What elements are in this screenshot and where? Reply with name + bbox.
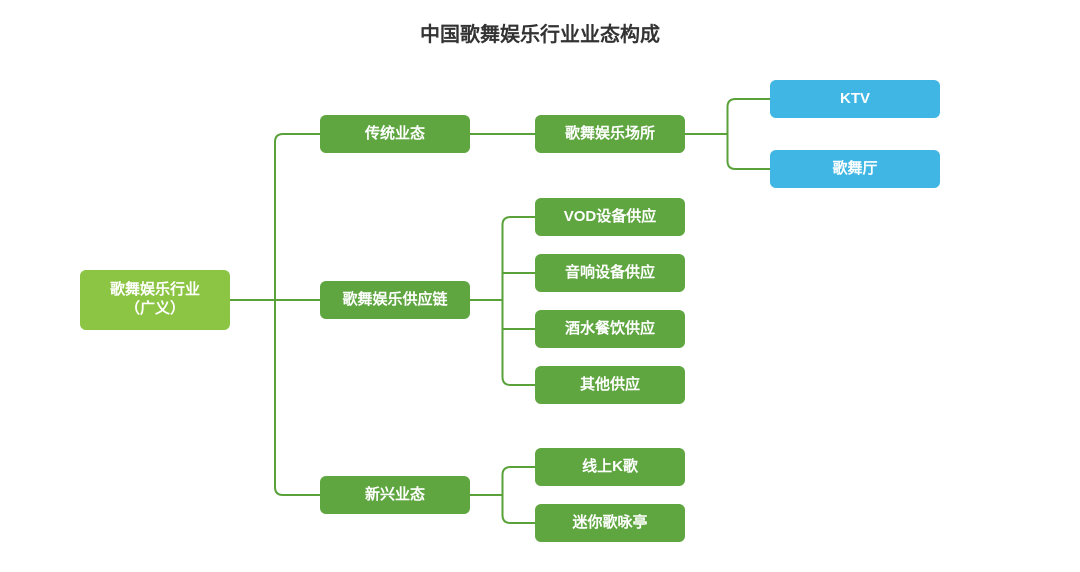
node-venue: 歌舞娱乐场所 <box>535 115 685 153</box>
node-vod: VOD设备供应 <box>535 198 685 236</box>
node-new: 新兴业态 <box>320 476 470 514</box>
node-online: 线上K歌 <box>535 448 685 486</box>
node-hall: 歌舞厅 <box>770 150 940 188</box>
node-mini: 迷你歌咏亭 <box>535 504 685 542</box>
node-trad: 传统业态 <box>320 115 470 153</box>
node-ktv: KTV <box>770 80 940 118</box>
node-other: 其他供应 <box>535 366 685 404</box>
node-supply: 歌舞娱乐供应链 <box>320 281 470 319</box>
node-audio: 音响设备供应 <box>535 254 685 292</box>
node-root: 歌舞娱乐行业 （广义） <box>80 270 230 330</box>
node-fb: 酒水餐饮供应 <box>535 310 685 348</box>
diagram-title: 中国歌舞娱乐行业业态构成 <box>0 18 1080 47</box>
